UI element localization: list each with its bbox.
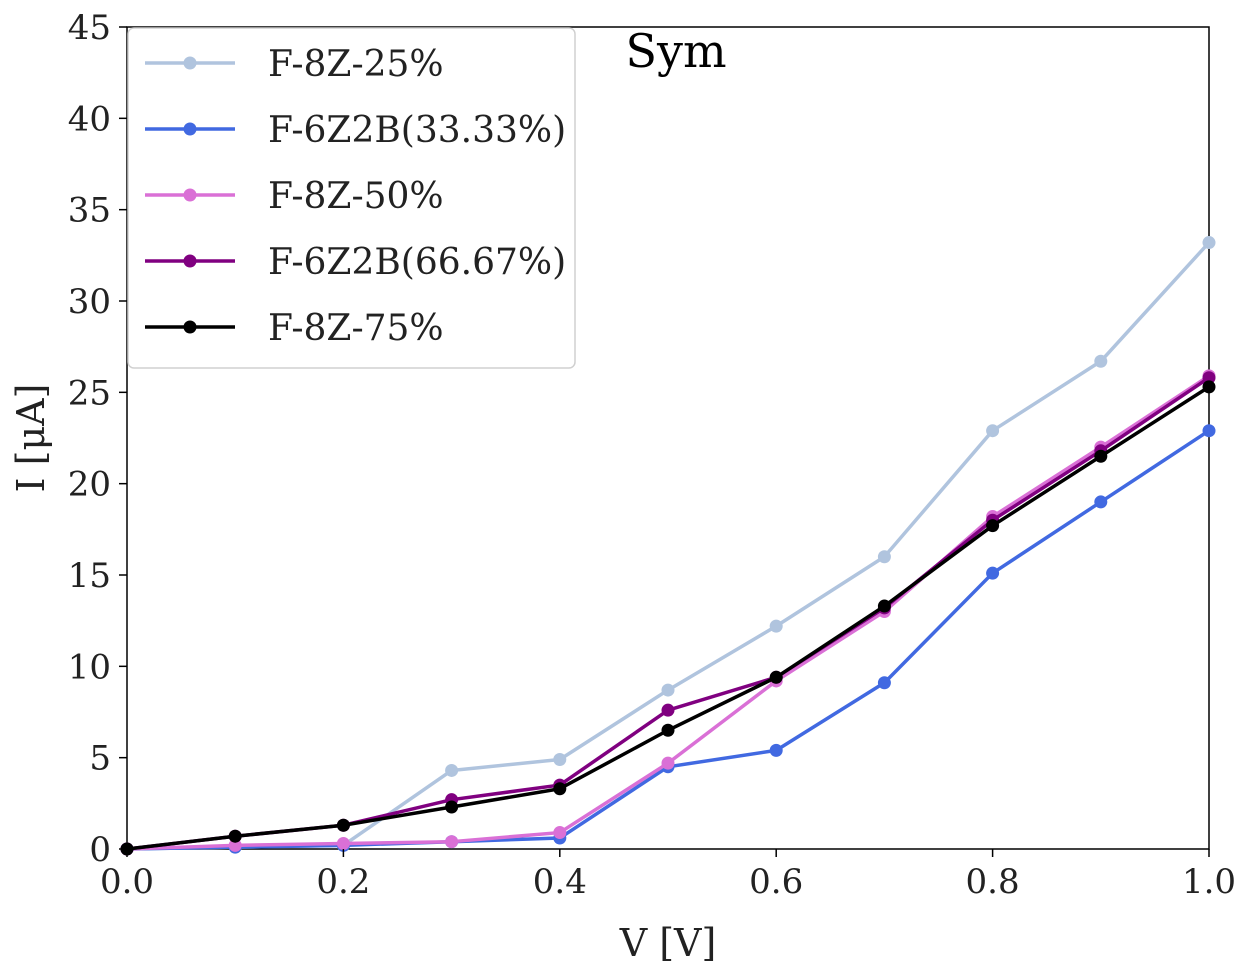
legend-item: F-8Z-75%: [145, 308, 444, 349]
data-point: [986, 519, 1000, 533]
x-tick-label: 0.4: [533, 862, 587, 902]
x-tick-label: 0.6: [749, 862, 803, 902]
x-tick-label: 1.0: [1182, 862, 1236, 902]
y-axis-ticks: 0 5 10 15 20 25 30 35 40 45: [68, 8, 127, 870]
data-point: [553, 782, 567, 796]
legend: F-8Z-25% F-6Z2B(33.33%) F-8Z-50% F-6Z2B(66.…: [127, 27, 576, 369]
legend-marker: [183, 56, 197, 70]
data-point: [445, 800, 459, 814]
legend-marker: [183, 254, 197, 268]
legend-items: F-8Z-25% F-6Z2B(33.33%) F-8Z-50% F-6Z2B(66.…: [145, 44, 566, 349]
x-axis-ticks: 0.0 0.2 0.4 0.6 0.8 1.0: [100, 849, 1236, 902]
data-point: [769, 743, 783, 757]
data-point: [1202, 236, 1216, 250]
data-point: [1094, 354, 1108, 368]
y-tick-label: 15: [68, 556, 111, 596]
data-point: [661, 683, 675, 697]
data-point: [553, 826, 567, 840]
data-point: [445, 835, 459, 849]
data-point: [336, 837, 350, 851]
x-axis-title: V [V]: [619, 921, 717, 965]
legend-item: F-8Z-50%: [145, 176, 444, 217]
data-point: [1094, 449, 1108, 463]
legend-item: F-6Z2B(33.33%): [145, 110, 566, 151]
data-point: [336, 818, 350, 832]
legend-label: F-8Z-50%: [268, 176, 444, 217]
data-point: [769, 619, 783, 633]
legend-marker: [183, 320, 197, 334]
data-point: [877, 599, 891, 613]
data-point: [661, 723, 675, 737]
data-point: [986, 424, 1000, 438]
y-axis-title: I [μA]: [9, 384, 53, 493]
legend-marker: [183, 122, 197, 136]
legend-box: [127, 27, 576, 369]
y-tick-label: 45: [68, 8, 111, 48]
x-tick-label: 0.0: [100, 862, 154, 902]
legend-label: F-8Z-75%: [268, 308, 444, 349]
legend-item: F-8Z-25%: [145, 44, 444, 85]
y-tick-label: 40: [68, 99, 111, 139]
data-point: [1202, 424, 1216, 438]
y-tick-label: 25: [68, 373, 111, 413]
data-point: [986, 566, 1000, 580]
data-point: [1094, 495, 1108, 509]
legend-label: F-6Z2B(66.67%): [268, 242, 566, 283]
data-point: [228, 829, 242, 843]
data-point: [1202, 371, 1216, 385]
y-tick-label: 35: [68, 191, 111, 231]
data-point: [553, 752, 567, 766]
y-tick-label: 20: [68, 465, 111, 505]
legend-label: F-6Z2B(33.33%): [268, 110, 566, 151]
y-tick-label: 5: [89, 739, 111, 779]
data-point: [661, 756, 675, 770]
y-tick-label: 10: [68, 647, 111, 687]
data-point: [445, 763, 459, 777]
data-point: [877, 676, 891, 690]
legend-item: F-6Z2B(66.67%): [145, 242, 566, 283]
data-point: [1202, 380, 1216, 394]
data-point: [877, 550, 891, 564]
series-4: [120, 380, 1216, 856]
chart-title: Sym: [625, 24, 726, 78]
data-point: [228, 838, 242, 852]
chart-title-group: Sym: [625, 24, 726, 78]
legend-label: F-8Z-25%: [268, 44, 444, 85]
y-tick-label: 30: [68, 282, 111, 322]
x-tick-label: 0.2: [316, 862, 370, 902]
x-tick-label: 0.8: [966, 862, 1020, 902]
y-tick-label: 0: [89, 830, 111, 870]
data-point: [769, 670, 783, 684]
legend-marker: [183, 188, 197, 202]
data-point: [661, 703, 675, 717]
series-layer: [120, 236, 1216, 856]
